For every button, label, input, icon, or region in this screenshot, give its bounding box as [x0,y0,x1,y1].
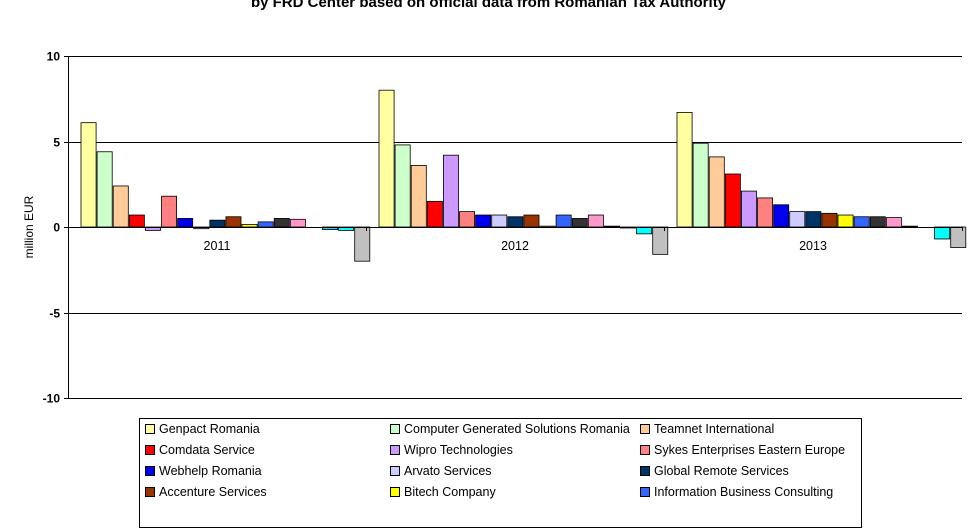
legend-label: Webhelp Romania [159,464,262,478]
chart-title: by FRD Center based on official data fro… [250,0,727,11]
legend-label: Arvato Services [404,464,492,478]
y-tick-label: 10 [47,50,61,64]
legend-item: Accenture Services [145,485,267,499]
legend-swatch [640,466,650,476]
bar [241,224,258,228]
x-tick-label: 2013 [799,239,827,253]
bar [692,142,709,228]
bar [587,214,604,228]
bar [257,221,274,228]
legend-item: Wipro Technologies [390,443,513,457]
bar [394,144,411,228]
legend-item: Bitech Company [390,485,496,499]
bar [934,226,951,240]
legend-label: Bitech Company [404,485,496,499]
y-tick-label: -5 [49,307,60,321]
y-axis-title: million EUR [22,195,36,258]
legend-label: Global Remote Services [654,464,789,478]
bar [378,89,395,228]
legend: Genpact Romania Computer Generated Soluti… [139,418,862,528]
legend-label: Genpact Romania [159,422,260,436]
bar [604,225,620,228]
legend-swatch [145,487,155,497]
bar [177,218,194,228]
bar [805,211,822,228]
bar [708,156,725,228]
bar [161,195,178,228]
bar [128,214,145,228]
legend-item: Computer Generated Solutions Romania [390,422,630,436]
legend-item: Sykes Enterprises Eastern Europe [640,443,845,457]
bar [209,219,226,228]
legend-swatch [145,424,155,434]
bars [80,89,967,262]
axes: 10 5 0 -5 -10 2011 2012 2013 [43,50,963,406]
bar [652,226,669,255]
bar [837,214,854,228]
legend-item: Arvato Services [390,464,492,478]
legend-swatch [145,466,155,476]
legend-swatch [640,487,650,497]
bar [869,216,886,228]
bar [757,197,774,228]
bar [289,218,306,228]
bar [821,212,838,228]
legend-item: Genpact Romania [145,422,260,436]
legend-label: Comdata Service [159,443,255,457]
bar [426,200,443,228]
y-tick-label: 5 [53,136,60,150]
legend-item: Global Remote Services [640,464,789,478]
legend-swatch [145,445,155,455]
legend-label: Computer Generated Solutions Romania [404,422,630,436]
bar [112,185,129,228]
legend-label: Sykes Enterprises Eastern Europe [654,443,846,457]
legend-item: Comdata Service [145,443,255,457]
legend-label: Information Business Consulting [654,485,834,499]
legend-item: Webhelp Romania [145,464,262,478]
legend-swatch [640,445,650,455]
bar [491,214,508,228]
x-tick-label: 2012 [501,239,529,253]
legend-swatch [390,487,400,497]
bar [950,226,967,248]
bar [724,173,741,228]
legend-swatch [390,424,400,434]
bar [885,217,902,228]
gridlines [68,56,962,399]
bar [354,226,371,262]
bar [555,214,572,228]
bar [539,225,556,228]
y-tick-label: -10 [43,392,61,406]
y-tick-label: 0 [53,221,60,235]
bar [475,214,492,228]
bar [853,216,870,228]
legend-label: Wipro Technologies [404,443,513,457]
legend-swatch [390,445,400,455]
bar [410,165,427,228]
bar [225,216,242,228]
bar [80,122,97,228]
legend-label: Accenture Services [159,485,267,499]
bar [902,225,918,228]
legend-item: Information Business Consulting [640,485,833,499]
legend-swatch [390,466,400,476]
bar [773,204,790,228]
legend-swatch [640,424,650,434]
bar [789,211,806,228]
bar [571,218,588,228]
bar [636,226,653,235]
bar [741,190,757,228]
legend-item: Teamnet International [640,422,774,436]
bar-chart: 10 5 0 -5 -10 2011 2012 2013 million EUR [22,50,967,406]
x-tick-label: 2011 [204,239,231,253]
bar [442,154,459,228]
bar [507,216,524,228]
bar [96,151,113,228]
bar [459,211,476,228]
bar [273,218,290,228]
legend-label: Teamnet International [654,422,775,436]
bar [523,214,540,228]
bar [676,112,693,228]
